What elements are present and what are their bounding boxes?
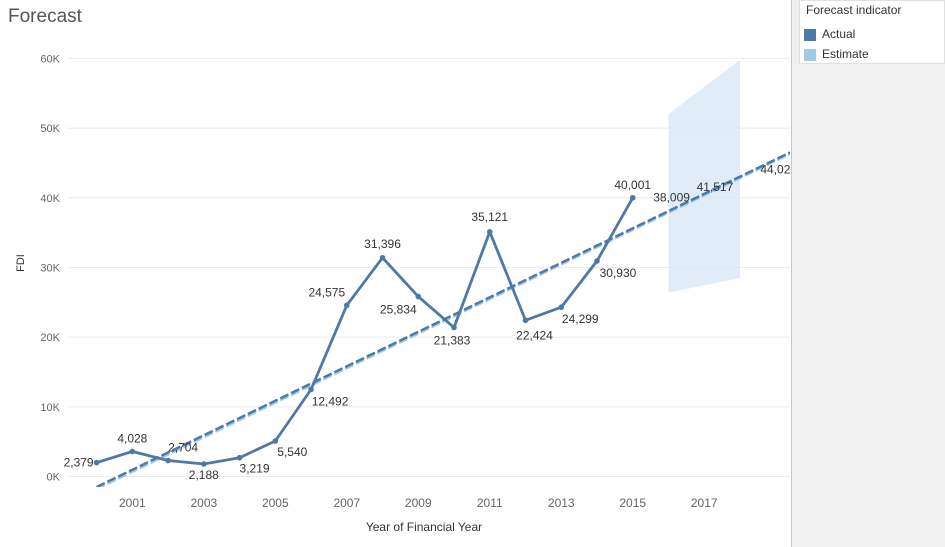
data-point [629,194,636,201]
data-label: 25,834 [380,303,417,317]
side-panel [791,0,945,547]
data-point [93,459,100,466]
y-tick-label: 30K [40,262,60,274]
data-label: 40,001 [614,178,651,192]
data-point [343,302,350,309]
y-tick-label: 10K [40,402,60,414]
series-line-actual [96,197,634,466]
data-label: 12,492 [312,394,349,408]
data-label: 22,424 [516,328,553,342]
data-label: 4,028 [117,431,147,445]
y-tick-label: 0K [47,472,61,484]
data-label: 41,517 [697,180,734,194]
data-point [486,228,493,235]
data-label: 30,930 [600,266,637,280]
y-axis-title: FDI [15,254,27,272]
data-point [522,317,529,324]
legend-swatch-actual [804,29,816,41]
legend-swatch-estimate [804,49,816,61]
data-label: 2,188 [189,468,219,482]
data-point [129,448,136,455]
trend-line-estimate [98,152,790,487]
y-tick-label: 20K [40,332,60,344]
legend-title: Forecast indicator [806,3,902,17]
data-label: 35,121 [471,210,508,224]
x-tick-label: 2013 [548,496,575,510]
data-point [201,461,207,467]
forecast-band [668,59,740,293]
data-point [558,304,565,311]
x-tick-label: 2015 [619,496,646,510]
legend-label-estimate: Estimate [822,47,869,61]
data-label: 2,379 [64,456,94,470]
data-label: 24,299 [562,312,599,326]
chart-title: Forecast [8,6,82,27]
data-label: 31,396 [364,237,401,251]
data-label: 24,575 [308,285,345,299]
data-point [308,386,314,393]
y-tick-label: 40K [40,193,60,205]
x-axis-title: Year of Financial Year [366,520,482,534]
x-tick-label: 2001 [119,496,146,510]
x-tick-label: 2007 [333,496,360,510]
data-point [236,454,243,461]
data-label: 21,383 [434,334,471,348]
x-tick-label: 2017 [691,496,718,510]
data-label: 44,025 [760,163,790,177]
data-point [451,324,457,331]
data-point [415,293,422,300]
data-point [379,254,386,261]
x-tick-label: 2009 [405,496,432,510]
data-label: 5,540 [277,445,307,459]
x-tick-label: 2003 [190,496,217,510]
data-label: 3,219 [240,462,270,476]
forecast-chart: 0K 10K 20K 30K 40K 50K 60K 2001 2003 2005 2007 2009… [15,53,790,534]
y-tick-label: 50K [40,123,60,135]
legend-label-actual: Actual [822,27,856,41]
x-tick-label: 2011 [477,496,503,510]
data-point [165,457,171,464]
data-point [272,438,279,444]
y-tick-label: 60K [40,53,60,65]
legend[interactable]: Forecast indicator Actual Estimate [799,0,945,64]
x-tick-label: 2005 [262,496,289,510]
data-point [594,258,600,264]
data-label: 38,009 [653,191,690,205]
data-label: 2,704 [168,441,198,455]
